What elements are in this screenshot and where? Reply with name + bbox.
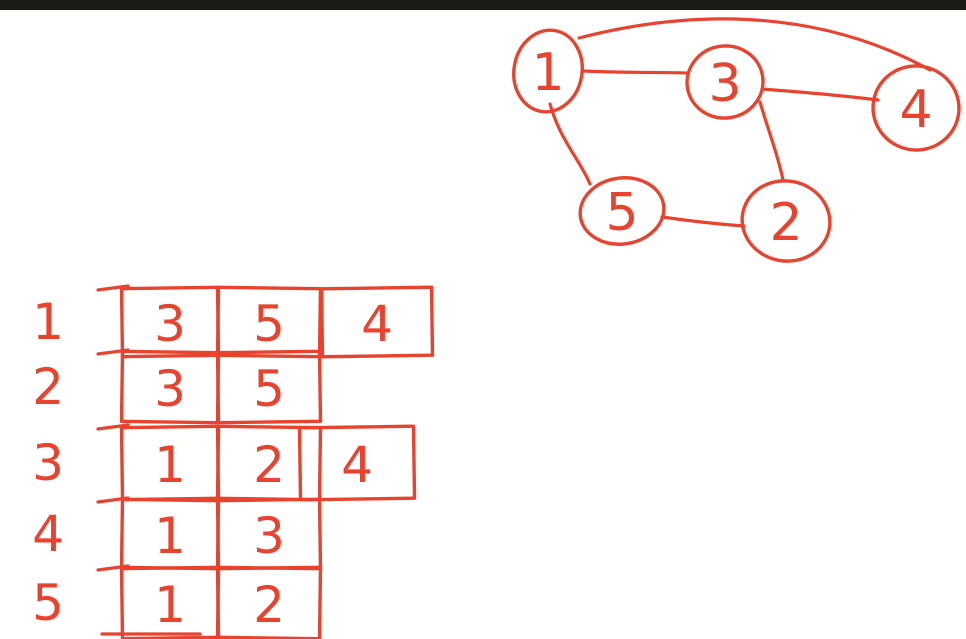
- graph-node-label: 2: [769, 193, 802, 253]
- neighbor-value: 5: [253, 360, 285, 418]
- graph-node-1: 1: [512, 28, 584, 114]
- neighbor-cell: 5: [215, 285, 323, 359]
- graph-edges: [548, 17, 932, 228]
- adjacency-list: 1 3 5 42 3 53 1 2 44 1 35 1 2: [32, 284, 435, 639]
- neighbor-cell: 5: [215, 349, 323, 425]
- neighbor-value: 4: [361, 295, 393, 353]
- neighbor-cell: 2: [215, 424, 323, 502]
- graph-node-4: 4: [871, 64, 961, 152]
- neighbor-value: 1: [154, 507, 186, 565]
- neighbor-cell-box: [215, 349, 323, 425]
- window-top-bar: [0, 0, 966, 10]
- neighbor-value: 3: [154, 295, 186, 353]
- graph-node-5: 5: [578, 176, 666, 246]
- graph-nodes: 1 3 4 5 2: [512, 28, 961, 263]
- neighbor-cell: 3: [215, 497, 323, 571]
- graph-node-3: 3: [685, 44, 765, 120]
- graph-edge-1-3: [582, 69, 690, 75]
- adjacency-row-2: 2 3 5: [32, 349, 323, 425]
- neighbor-cell: 4: [319, 285, 435, 359]
- neighbor-cell: 3: [119, 349, 221, 425]
- neighbor-value: 1: [154, 576, 186, 634]
- graph-node-2: 2: [740, 179, 832, 263]
- neighbor-cell: 1: [119, 497, 221, 571]
- graph-node-circle: [740, 179, 832, 263]
- graph-node-label: 4: [899, 80, 932, 140]
- graph-edge-3-2: [758, 100, 785, 182]
- graph-node-circle: [578, 176, 666, 246]
- graph-node-label: 3: [708, 54, 741, 114]
- graph-edge-5-2: [660, 215, 746, 228]
- neighbor-cell: 1: [119, 565, 221, 639]
- graph-node-circle: [685, 44, 765, 120]
- neighbor-value: 5: [253, 295, 285, 353]
- neighbor-value: 2: [253, 576, 285, 634]
- row-header-line: [96, 423, 130, 431]
- neighbor-cell: 3: [119, 285, 221, 359]
- adjacency-row-4: 4 1 3: [32, 497, 323, 571]
- graph-edge-1-4: [577, 17, 932, 72]
- vertex-label: 4: [32, 505, 64, 563]
- adjacency-row-5: 5 1 2: [32, 565, 323, 639]
- neighbor-value: 4: [341, 436, 373, 494]
- graph-edge-3-4: [760, 87, 880, 102]
- vertex-label: 2: [32, 358, 64, 416]
- neighbor-cell: 1: [119, 424, 221, 502]
- neighbor-cell: 4: [297, 424, 417, 502]
- neighbor-cell-box: [319, 285, 435, 359]
- row-header-line: [96, 284, 130, 292]
- graph-node-label: 1: [531, 43, 564, 103]
- graph-diagram: 1 3 4 5 2: [512, 17, 961, 263]
- neighbor-cell: 2: [215, 565, 323, 639]
- vertex-label: 1: [32, 293, 64, 351]
- graph-node-label: 5: [605, 183, 638, 243]
- neighbor-cell-box: [215, 285, 323, 359]
- neighbor-value: 1: [154, 436, 186, 494]
- graph-node-circle: [512, 28, 584, 114]
- neighbor-value: 3: [253, 507, 285, 565]
- vertex-label: 5: [32, 574, 64, 632]
- neighbor-value: 2: [253, 436, 285, 494]
- neighbor-cell-box: [297, 424, 417, 502]
- graph-node-circle: [871, 64, 961, 152]
- neighbor-value: 3: [154, 360, 186, 418]
- neighbor-cell-box: [215, 565, 323, 639]
- adjacency-row-1: 1 3 5 4: [32, 285, 435, 359]
- graph-edge-1-5: [548, 102, 592, 186]
- vertex-label: 3: [32, 434, 64, 492]
